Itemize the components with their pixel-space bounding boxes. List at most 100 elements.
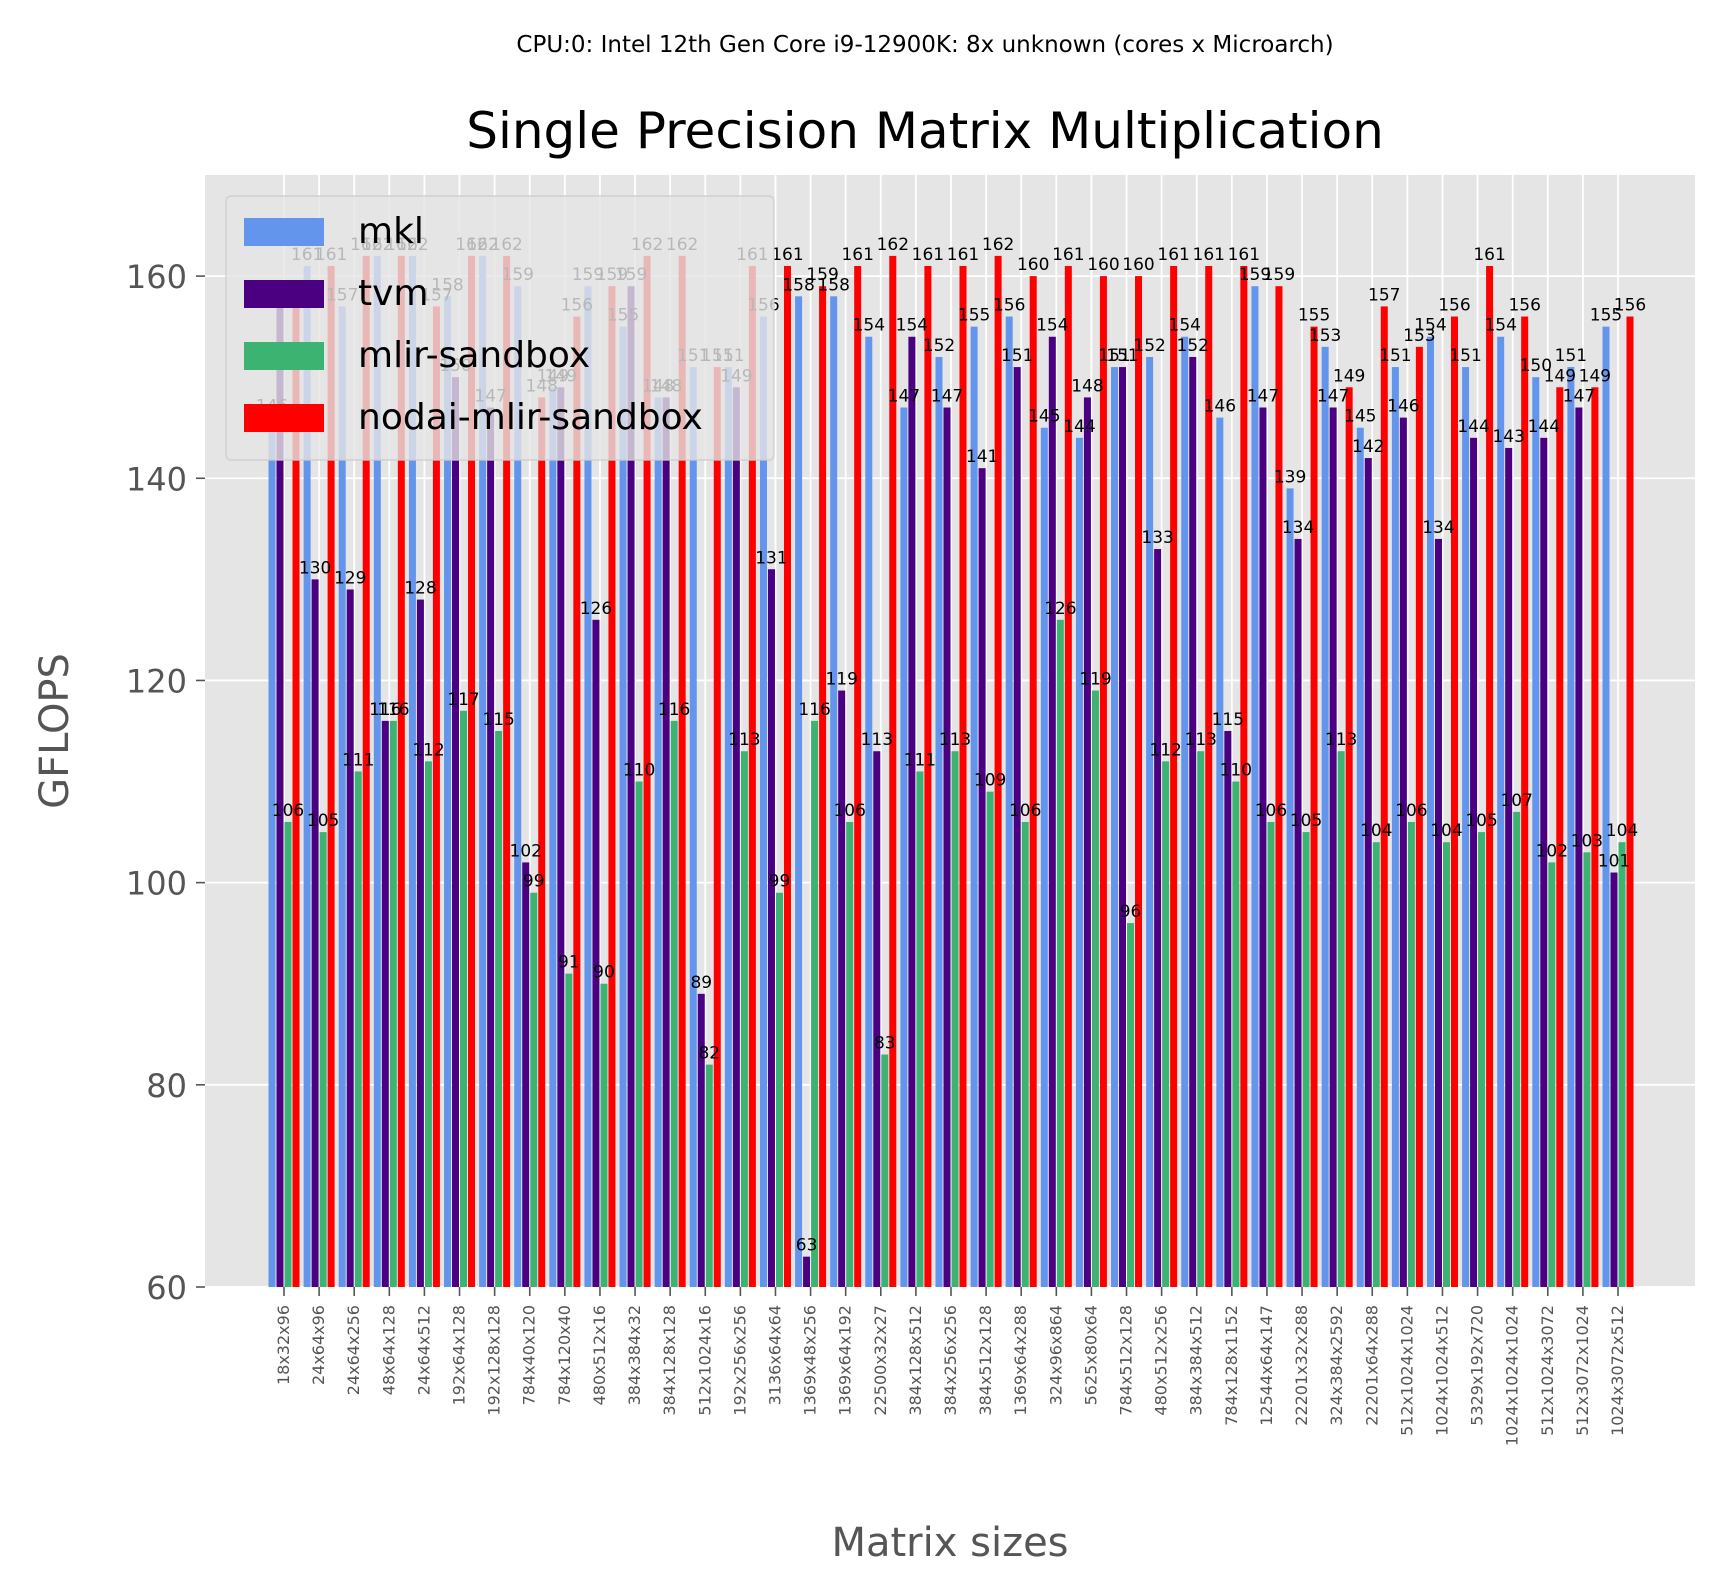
bar-tvm	[522, 862, 530, 1287]
data-label-tvm: 129	[334, 568, 366, 588]
bar-tvm	[627, 286, 635, 1287]
x-tick-label: 1024x1024x1024	[1503, 1305, 1522, 1446]
data-label-tvm: 113	[861, 730, 893, 750]
data-label-nodai-mlir-sandbox: 161	[771, 245, 803, 265]
y-tick-label: 120	[126, 662, 187, 700]
x-tick-label: 512x1024x16	[695, 1305, 714, 1416]
data-label-nodai-mlir-sandbox: 153	[1403, 326, 1435, 346]
data-label-tvm: 115	[1212, 710, 1244, 730]
data-label-mkl: 146	[1204, 397, 1236, 417]
bar-mlir-sandbox	[951, 751, 959, 1287]
bar-tvm	[1610, 872, 1618, 1287]
bar-mlir-sandbox	[389, 720, 397, 1287]
bar-tvm	[732, 387, 740, 1288]
bar-mlir-sandbox	[354, 771, 362, 1287]
bar-tvm	[592, 619, 600, 1287]
bar-mlir-sandbox	[775, 892, 783, 1287]
bar-nodai-mlir-sandbox	[1345, 387, 1353, 1288]
bar-mkl	[759, 316, 767, 1287]
bar-mkl	[724, 367, 732, 1287]
bar-mkl	[1251, 286, 1259, 1287]
x-tick-label: 3136x64x64	[765, 1305, 784, 1405]
bar-tvm	[1013, 367, 1021, 1287]
data-label-mlir-sandbox: 96	[1120, 902, 1142, 922]
x-tick-label: 512x1024x1024	[1397, 1305, 1416, 1436]
y-ticks-layer: 60 80 100 120 140 160	[126, 258, 205, 1307]
x-tick-label: 22201x32x288	[1292, 1305, 1311, 1426]
legend-swatch-mlir-sandbox	[244, 342, 324, 370]
data-label-tvm: 126	[580, 599, 612, 619]
data-label-mlir-sandbox: 113	[728, 730, 760, 750]
bar-nodai-mlir-sandbox	[854, 265, 862, 1287]
bar-nodai-mlir-sandbox	[678, 255, 686, 1288]
data-label-mkl: 145	[1344, 407, 1376, 427]
bar-mkl	[970, 326, 978, 1287]
bar-tvm	[311, 579, 319, 1287]
data-label-nodai-mlir-sandbox: 149	[1333, 366, 1365, 386]
data-label-mlir-sandbox: 113	[939, 730, 971, 750]
x-tick-label: 384x512x128	[976, 1305, 995, 1416]
data-label-mkl: 152	[923, 336, 955, 356]
bar-mlir-sandbox	[1407, 821, 1415, 1287]
data-label-mlir-sandbox: 115	[482, 710, 514, 730]
bar-tvm	[1470, 437, 1478, 1287]
bar-tvm	[1364, 458, 1372, 1287]
bar-mlir-sandbox	[1021, 821, 1029, 1287]
data-label-tvm: 142	[1352, 437, 1384, 457]
bar-mlir-sandbox	[1197, 751, 1205, 1287]
bar-tvm	[1399, 417, 1407, 1288]
y-tick-label: 160	[126, 258, 187, 296]
bar-mlir-sandbox	[670, 720, 678, 1287]
bar-nodai-mlir-sandbox	[468, 255, 476, 1288]
bar-mlir-sandbox	[1583, 852, 1591, 1287]
bar-nodai-mlir-sandbox	[1380, 306, 1388, 1287]
data-label-mlir-sandbox: 109	[974, 771, 1006, 791]
bar-mkl	[795, 296, 803, 1287]
bar-nodai-mlir-sandbox	[1099, 276, 1107, 1287]
bar-mkl	[479, 255, 487, 1288]
data-label-tvm: 128	[404, 579, 436, 599]
data-label-nodai-mlir-sandbox: 161	[1193, 245, 1225, 265]
chart-suptitle: CPU:0: Intel 12th Gen Core i9-12900K: 8x…	[516, 32, 1333, 58]
bar-mlir-sandbox	[916, 771, 924, 1287]
bar-mlir-sandbox	[424, 761, 432, 1287]
bar-mlir-sandbox	[1267, 821, 1275, 1287]
data-label-nodai-mlir-sandbox: 149	[1579, 366, 1611, 386]
bar-tvm	[1329, 407, 1337, 1287]
x-tick-label: 192x128x128	[485, 1305, 504, 1416]
data-label-tvm: 119	[825, 670, 857, 690]
bar-mlir-sandbox	[600, 983, 608, 1287]
data-label-nodai-mlir-sandbox: 161	[1157, 245, 1189, 265]
data-label-mlir-sandbox: 116	[377, 700, 409, 720]
x-tick-label: 784x512x128	[1117, 1305, 1136, 1416]
data-label-mlir-sandbox: 126	[1044, 599, 1076, 619]
bar-tvm	[557, 387, 565, 1288]
y-tick-label: 140	[126, 460, 187, 498]
data-label-tvm: 131	[755, 548, 787, 568]
x-tick-label: 12544x64x147	[1257, 1305, 1276, 1426]
x-tick-label: 22201x64x288	[1362, 1305, 1381, 1426]
bar-mlir-sandbox	[1056, 619, 1064, 1287]
data-label-nodai-mlir-sandbox: 160	[1017, 255, 1049, 275]
chart-title: Single Precision Matrix Multiplication	[466, 102, 1384, 160]
bar-tvm	[452, 377, 460, 1287]
data-label-nodai-mlir-sandbox: 161	[841, 245, 873, 265]
x-tick-label: 512x3072x1024	[1573, 1305, 1592, 1436]
bar-nodai-mlir-sandbox	[362, 255, 370, 1288]
data-label-tvm: 151	[1001, 346, 1033, 366]
bar-mkl	[1216, 417, 1224, 1288]
data-label-mkl: 150	[1520, 356, 1552, 376]
x-tick-label: 324x96x864	[1046, 1305, 1065, 1405]
data-label-nodai-mlir-sandbox: 161	[912, 245, 944, 265]
legend: mkl tvm mlir-sandbox nodai-mlir-sandbox	[225, 195, 775, 461]
bar-nodai-mlir-sandbox	[1521, 316, 1529, 1287]
data-label-mkl: 145	[1028, 407, 1060, 427]
bar-tvm	[1083, 397, 1091, 1287]
bar-tvm	[767, 569, 775, 1287]
data-label-mlir-sandbox: 111	[342, 750, 374, 770]
data-label-mlir-sandbox: 99	[523, 872, 545, 892]
bar-nodai-mlir-sandbox	[573, 316, 581, 1287]
x-tick-label: 480x512x16	[590, 1305, 609, 1405]
data-label-tvm: 154	[896, 316, 928, 336]
